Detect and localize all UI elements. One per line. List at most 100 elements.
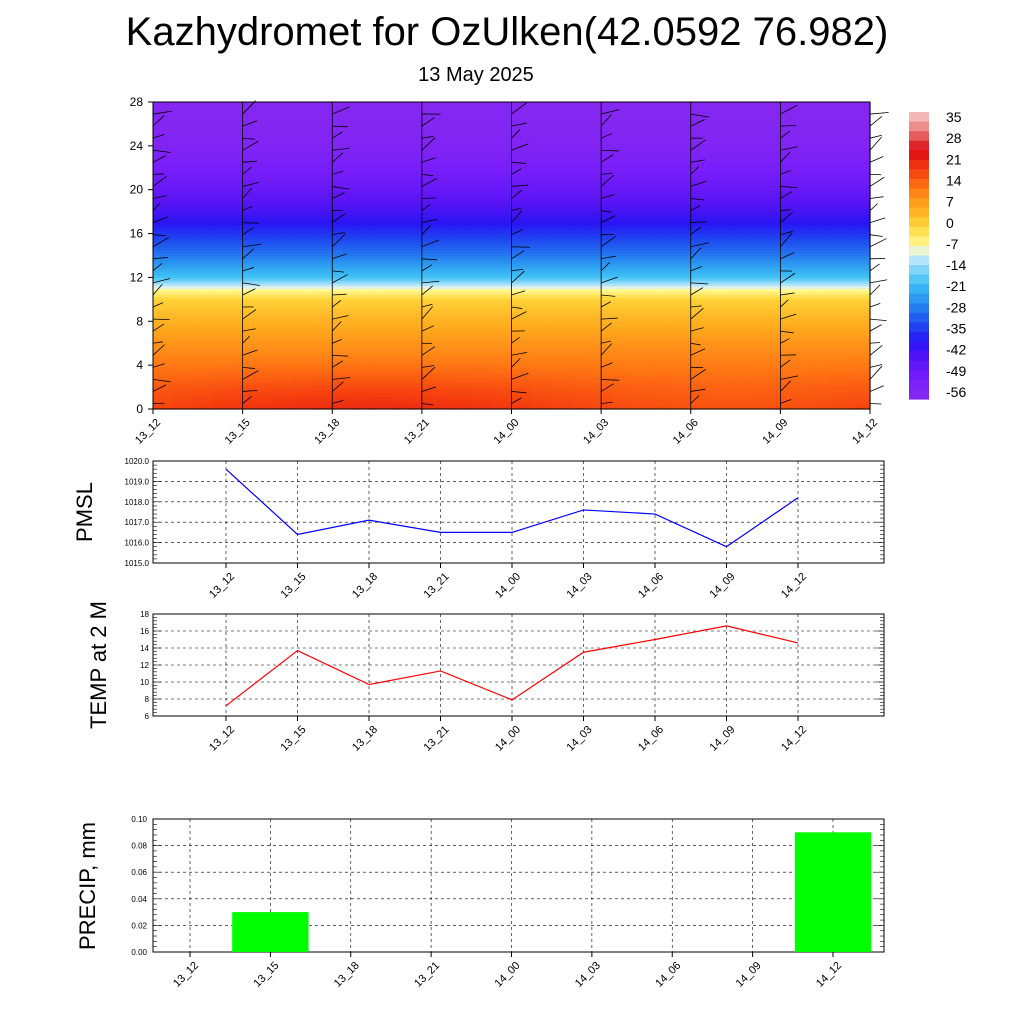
heatmap-cell — [850, 165, 871, 169]
heatmap-cell — [292, 189, 313, 194]
heatmap-cell — [212, 197, 234, 202]
heatmap-cell — [511, 132, 533, 136]
heatmap-cell — [710, 340, 732, 344]
heatmap-cell — [710, 406, 732, 410]
heatmap-cell — [850, 118, 871, 122]
heatmap-cell — [491, 181, 513, 185]
heatmap-cell — [272, 378, 294, 383]
heatmap-cell — [272, 367, 294, 372]
heatmap-cell — [730, 329, 752, 333]
heatmap-cell — [431, 293, 453, 298]
heatmap-cell — [571, 403, 592, 407]
heatmap-cell — [292, 143, 313, 147]
heatmap-cell — [312, 373, 333, 377]
heatmap-cell — [332, 239, 353, 243]
heatmap-cell — [431, 324, 453, 328]
heatmap-cell — [172, 291, 194, 295]
heatmap-cell — [810, 277, 831, 281]
heatmap-cell — [631, 156, 652, 161]
heatmap-cell — [451, 392, 473, 396]
heatmap-cell — [670, 217, 692, 221]
heatmap-cell — [252, 252, 274, 257]
heatmap-cell — [830, 255, 851, 259]
heatmap-cell — [730, 102, 752, 106]
wind-barb — [601, 255, 617, 260]
heatmap-cell — [312, 200, 333, 205]
heatmap-cell — [192, 233, 214, 237]
heatmap-cell — [272, 211, 294, 215]
heatmap-cell — [611, 277, 632, 281]
heatmap-cell — [292, 277, 313, 281]
heatmap-cell — [670, 159, 692, 163]
heatmap-cell — [332, 165, 353, 169]
heatmap-cell — [392, 304, 413, 309]
heatmap-cell — [511, 118, 533, 122]
heatmap-cell — [511, 337, 533, 342]
heatmap-cell — [491, 321, 513, 325]
heatmap-cell — [810, 345, 831, 350]
heatmap-cell — [352, 376, 373, 380]
heatmap-cell — [750, 315, 772, 320]
heatmap-cell — [292, 151, 313, 155]
heatmap-cell — [471, 340, 493, 344]
heatmap-cell — [830, 381, 851, 385]
heatmap-cell — [392, 151, 413, 155]
wind-barb — [690, 166, 700, 175]
heatmap-cell — [511, 219, 533, 224]
heatmap-cell — [471, 250, 493, 254]
wind-barb — [511, 207, 522, 211]
heatmap-cell — [292, 296, 313, 300]
heatmap-cell — [710, 208, 732, 213]
heatmap-cell — [272, 277, 294, 281]
heatmap-cell — [431, 321, 453, 325]
heatmap-cell — [192, 230, 214, 235]
heatmap-cell — [531, 222, 552, 226]
heatmap-cell — [212, 348, 234, 353]
heatmap-cell — [352, 362, 373, 366]
heatmap-cell — [631, 252, 652, 257]
heatmap-cell — [252, 307, 274, 311]
heatmap-cell — [192, 228, 214, 232]
x-tick-label: 13_15 — [279, 571, 309, 601]
y-tick-label: 8 — [136, 314, 143, 328]
heatmap-cell — [491, 315, 513, 320]
heatmap-cell — [830, 208, 851, 213]
heatmap-cell — [790, 348, 811, 353]
heatmap-cell — [750, 145, 772, 150]
heatmap-cell — [790, 274, 811, 279]
heatmap-cell — [710, 400, 732, 405]
heatmap-cell — [511, 398, 533, 402]
heatmap-cell — [531, 403, 552, 407]
heatmap-cell — [272, 239, 294, 243]
heatmap-cell — [153, 167, 174, 172]
heatmap-cell — [611, 293, 632, 298]
heatmap-cell — [212, 241, 234, 246]
heatmap-cell — [850, 304, 871, 309]
heatmap-cell — [252, 123, 274, 128]
heatmap-cell — [571, 332, 592, 336]
heatmap-cell — [431, 178, 453, 183]
heatmap-cell — [252, 315, 274, 320]
colorbar-label: 14 — [946, 172, 962, 188]
heatmap-cell — [192, 123, 214, 128]
heatmap-cell — [750, 115, 772, 120]
heatmap-cell — [332, 247, 353, 251]
heatmap-cell — [252, 137, 274, 141]
heatmap-cell — [292, 208, 313, 213]
heatmap-cell — [192, 222, 214, 226]
heatmap-cell — [392, 277, 413, 281]
heatmap-cell — [750, 140, 772, 144]
heatmap-cell — [750, 197, 772, 202]
heatmap-cell — [611, 112, 632, 117]
heatmap-cell — [292, 148, 313, 152]
heatmap-cell — [252, 392, 274, 396]
heatmap-cell — [471, 121, 493, 125]
heatmap-cell — [312, 403, 333, 407]
heatmap-cell — [790, 208, 811, 213]
wind-barb — [242, 248, 255, 260]
heatmap-cell — [372, 159, 393, 163]
heatmap-cell — [471, 217, 493, 221]
heatmap-cell — [451, 282, 473, 287]
heatmap-cell — [631, 329, 652, 333]
heatmap-cell — [153, 285, 174, 289]
